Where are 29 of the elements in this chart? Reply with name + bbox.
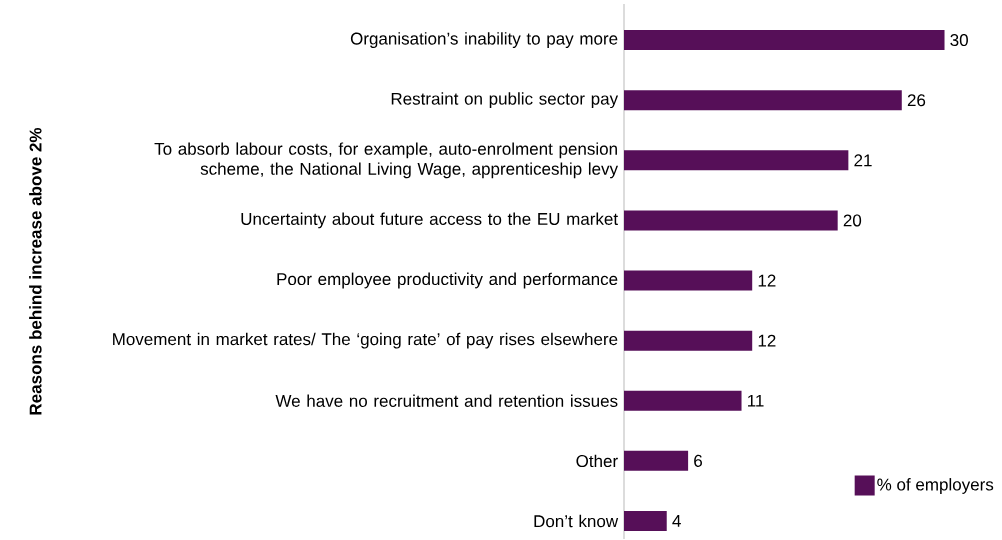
data-label: 21 xyxy=(854,154,872,167)
data-label: 20 xyxy=(843,214,862,227)
bar xyxy=(624,90,902,111)
y-tick-label: To absorb labour costs, for example, auto-enrolment pension scheme, the National Living Wage, apprenticeship levy xyxy=(154,142,619,179)
bar xyxy=(624,510,667,531)
data-label: 12 xyxy=(758,274,776,287)
bar xyxy=(624,150,849,171)
bar xyxy=(624,390,742,411)
data-label: 4 xyxy=(672,515,681,527)
y-tick-label: Uncertainty about future access to the EU market xyxy=(241,212,618,229)
legend-label: % of employers xyxy=(877,478,994,494)
bar xyxy=(624,210,838,231)
data-label: 12 xyxy=(758,334,776,347)
data-label: 6 xyxy=(694,454,703,467)
data-label: 30 xyxy=(950,34,968,47)
bar xyxy=(624,450,689,471)
y-tick-label: Other xyxy=(576,454,618,468)
bar xyxy=(624,270,753,291)
y-tick-label: Movement in market rates/ The ‘going rate’ of pay rises elsewhere xyxy=(113,332,618,349)
bar xyxy=(624,30,945,51)
y-tick-label: Restraint on public sector pay xyxy=(391,92,619,109)
data-label: 26 xyxy=(907,94,926,107)
y-tick-label: Don’t know xyxy=(534,514,619,528)
y-tick-label: Organisation’s inability to pay more xyxy=(350,32,618,49)
bar xyxy=(624,330,753,351)
data-label: 11 xyxy=(748,394,764,407)
y-axis-title: Reasons behind increase above 2% xyxy=(29,127,42,415)
y-tick-label: Poor employee productivity and performance xyxy=(277,272,618,289)
y-tick-label: We have no recruitment and retention issues xyxy=(275,394,618,407)
